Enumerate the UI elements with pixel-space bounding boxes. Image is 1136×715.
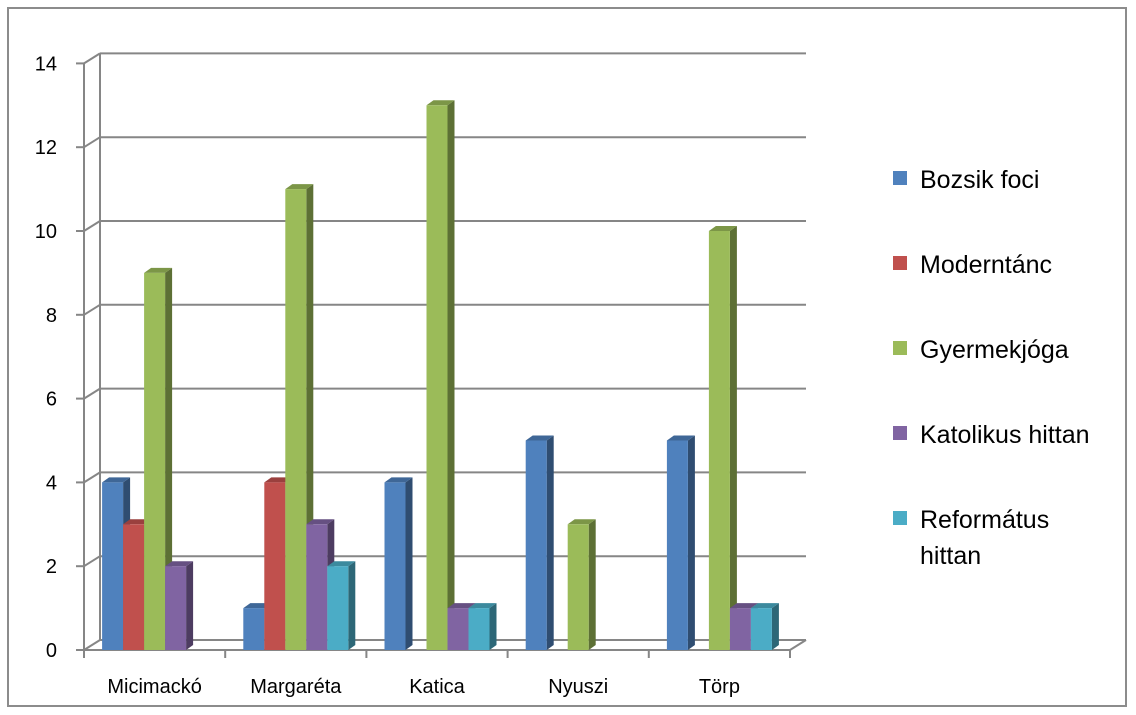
- legend-swatch: [893, 171, 907, 185]
- y-tick-label: 4: [46, 472, 57, 494]
- gridline-depth: [83, 555, 101, 568]
- legend-swatch: [893, 341, 907, 355]
- y-tick-label: 14: [35, 53, 57, 75]
- chart-frame: [7, 7, 1127, 707]
- y-tick-label: 2: [46, 556, 57, 578]
- bar: [327, 561, 356, 650]
- legend-label: Gyermekjóga: [920, 336, 1069, 364]
- legend-swatch: [893, 426, 907, 440]
- legend-swatch: [893, 511, 907, 525]
- bar: [426, 100, 455, 651]
- y-tick-label: 0: [46, 640, 57, 662]
- x-tick-label: Törp: [699, 676, 740, 698]
- bar: [708, 226, 737, 650]
- legend-label: Katolikus hittan: [920, 421, 1090, 449]
- y-tick-label: 6: [46, 389, 57, 411]
- x-tick-label: Micimackó: [107, 676, 201, 698]
- legend-label: hittan: [920, 542, 981, 570]
- bar: [468, 603, 497, 650]
- x-tick-label: Margaréta: [250, 676, 342, 698]
- bar: [144, 267, 173, 650]
- bar: [384, 477, 413, 650]
- bar: [666, 435, 695, 650]
- bar: [165, 561, 194, 650]
- gridline-depth: [83, 52, 101, 65]
- y-tick-label: 12: [35, 137, 57, 159]
- legend-label: Református: [920, 506, 1049, 534]
- legend-label: Moderntánc: [920, 251, 1052, 279]
- legend-swatch: [893, 256, 907, 270]
- y-tick-label: 10: [35, 221, 57, 243]
- bar: [567, 519, 596, 650]
- legend-label: Bozsik foci: [920, 166, 1039, 194]
- y-tick-label: 8: [46, 305, 57, 327]
- floor-edge: [789, 639, 807, 651]
- bar: [525, 435, 554, 650]
- gridline-depth: [83, 303, 101, 316]
- gridline-depth: [83, 387, 101, 400]
- gridline-depth: [83, 471, 101, 484]
- gridline-depth: [83, 220, 101, 232]
- gridline-depth: [83, 639, 101, 651]
- bar: [750, 603, 779, 650]
- gridline-depth: [83, 136, 101, 149]
- x-tick-label: Katica: [409, 676, 465, 698]
- x-tick-label: Nyuszi: [548, 676, 608, 698]
